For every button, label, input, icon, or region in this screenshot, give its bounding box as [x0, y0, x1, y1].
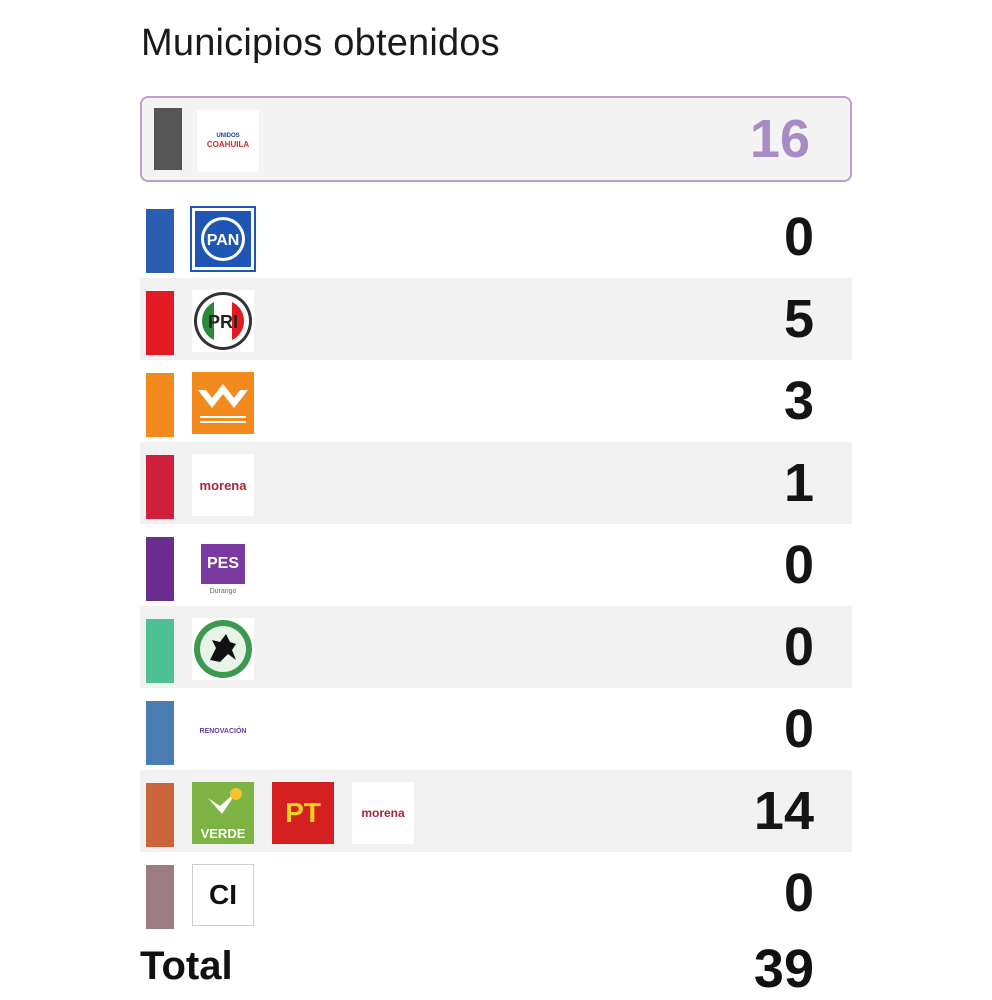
result-row-independent[interactable]: CI 0 [140, 852, 852, 934]
municipality-count: 0 [783, 699, 814, 759]
local-party-horse-logo [192, 618, 254, 680]
pes-logo-subtext: Durango [209, 587, 237, 595]
movimiento-ciudadano-logo [192, 372, 254, 434]
results-list: UNIDOS COAHUILA 16 PAN 0 [140, 96, 852, 934]
result-row-pes[interactable]: PES Durango 0 [140, 524, 852, 606]
color-bar [146, 291, 174, 355]
result-row-coalition[interactable]: VERDE PT morena 14 [140, 770, 852, 852]
morena-logo: morena [352, 782, 414, 844]
color-bar [146, 783, 174, 847]
svg-text:PRI: PRI [208, 312, 238, 332]
municipality-count: 0 [783, 535, 814, 595]
morena-logo-text: morena [361, 806, 405, 820]
pri-logo: PRI [192, 290, 254, 352]
pt-logo-text: PT [285, 797, 321, 828]
color-bar [146, 209, 174, 273]
color-bar [146, 701, 174, 765]
total-label: Total [140, 944, 233, 988]
color-bar [146, 537, 174, 601]
municipality-count: 16 [749, 109, 810, 169]
color-bar [146, 865, 174, 929]
verde-logo-text: VERDE [200, 826, 246, 841]
municipality-count: 1 [783, 453, 814, 513]
svg-text:PAN: PAN [207, 232, 240, 249]
result-row-unidos-coahuila[interactable]: UNIDOS COAHUILA 16 [140, 96, 852, 182]
color-bar [146, 455, 174, 519]
municipality-count: 14 [753, 781, 814, 841]
pan-logo: PAN [190, 206, 256, 272]
municipality-count: 3 [783, 371, 814, 431]
svg-text:COAHUILA: COAHUILA [207, 140, 249, 149]
pes-logo-text: PES [206, 554, 239, 572]
municipality-count: 0 [783, 207, 814, 267]
renovacion-logo-text: RENOVACIÓN [199, 727, 247, 735]
result-row-movimiento-ciudadano[interactable]: 3 [140, 360, 852, 442]
result-row-renovacion[interactable]: RENOVACIÓN 0 [140, 688, 852, 770]
unidos-coahuila-logo: UNIDOS COAHUILA [197, 110, 259, 172]
municipality-count: 5 [783, 289, 814, 349]
pt-logo: PT [272, 782, 334, 844]
ci-logo-text: CI [209, 879, 237, 910]
renovacion-logo: RENOVACIÓN [192, 700, 254, 762]
municipality-count: 0 [783, 863, 814, 923]
page-title: Municipios obtenidos [141, 22, 500, 64]
pes-logo: PES Durango [192, 536, 254, 598]
total-value: 39 [753, 939, 814, 999]
municipality-count: 0 [783, 617, 814, 677]
result-row-pri[interactable]: PRI 5 [140, 278, 852, 360]
result-row-pan[interactable]: PAN 0 [140, 196, 852, 278]
result-row-local-party[interactable]: 0 [140, 606, 852, 688]
ci-logo: CI [192, 864, 254, 926]
color-bar [146, 619, 174, 683]
total-row: Total 39 [140, 938, 852, 999]
morena-logo: morena [192, 454, 254, 516]
morena-logo-text: morena [199, 477, 247, 493]
verde-logo: VERDE [192, 782, 254, 844]
color-bar [154, 108, 182, 170]
svg-text:UNIDOS: UNIDOS [216, 133, 239, 139]
color-bar [146, 373, 174, 437]
result-row-morena[interactable]: morena 1 [140, 442, 852, 524]
